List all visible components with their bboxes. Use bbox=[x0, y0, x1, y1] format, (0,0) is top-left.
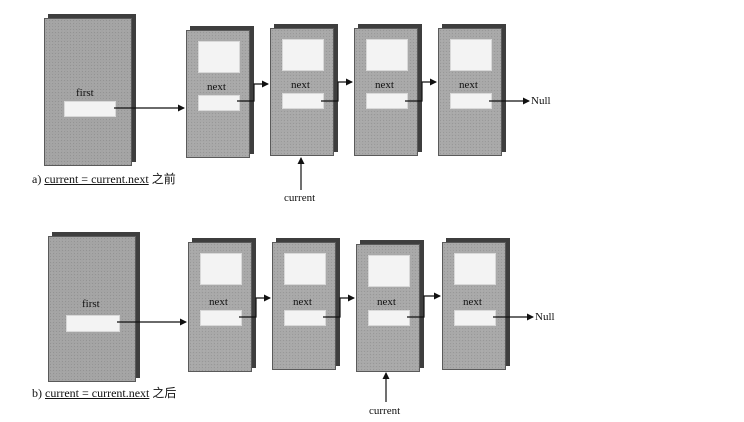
data-slot bbox=[282, 39, 324, 71]
node-2: next bbox=[270, 28, 334, 156]
next-label: next bbox=[291, 79, 310, 91]
next-slot bbox=[200, 310, 242, 326]
node2-to-node3-arrow bbox=[321, 78, 353, 102]
node1-to-node2-arrow bbox=[239, 294, 271, 318]
data-slot bbox=[368, 255, 410, 287]
caption-b: b) current = current.next 之后 bbox=[32, 384, 176, 401]
next-label: next bbox=[377, 296, 396, 308]
next-label: next bbox=[375, 79, 394, 91]
node3-to-node4-arrow bbox=[407, 292, 441, 318]
first-label: first bbox=[82, 298, 100, 310]
next-label: next bbox=[207, 81, 226, 93]
arrows-b bbox=[117, 292, 534, 402]
caption-suffix: 之后 bbox=[149, 386, 177, 400]
data-slot bbox=[366, 39, 408, 71]
caption-a: a) current = current.next 之前 bbox=[32, 170, 176, 187]
caption-prefix: a) bbox=[32, 172, 45, 186]
next-slot bbox=[454, 310, 496, 326]
null-label: Null bbox=[535, 311, 555, 323]
caption-code: current = current.next bbox=[44, 172, 149, 186]
node-1: next bbox=[188, 242, 252, 372]
caption-suffix: 之前 bbox=[148, 172, 176, 186]
null-label: Null bbox=[531, 95, 551, 107]
data-slot bbox=[200, 253, 242, 285]
next-label: next bbox=[463, 296, 482, 308]
node-1: next bbox=[186, 30, 250, 158]
data-slot bbox=[454, 253, 496, 285]
node1-to-node2-arrow bbox=[237, 80, 269, 102]
first-slot bbox=[64, 101, 116, 117]
first-slot bbox=[66, 315, 120, 332]
next-slot bbox=[284, 310, 326, 326]
first-box: first bbox=[44, 18, 132, 166]
next-slot bbox=[368, 310, 410, 326]
data-slot bbox=[198, 41, 240, 73]
first-label: first bbox=[76, 87, 94, 99]
node-4: next bbox=[438, 28, 502, 156]
node3-to-node4-arrow bbox=[405, 78, 437, 102]
next-label: next bbox=[293, 296, 312, 308]
node-3: next bbox=[356, 244, 420, 372]
node2-to-node3-arrow bbox=[323, 294, 355, 318]
data-slot bbox=[450, 39, 492, 71]
current-label: current bbox=[284, 192, 316, 204]
caption-prefix: b) bbox=[32, 386, 45, 400]
node-2: next bbox=[272, 242, 336, 370]
caption-code: current = current.next bbox=[45, 386, 150, 400]
next-label: next bbox=[209, 296, 228, 308]
current-label: current bbox=[369, 405, 401, 417]
arrows-a bbox=[114, 78, 530, 190]
next-label: next bbox=[459, 79, 478, 91]
data-slot bbox=[284, 253, 326, 285]
node-4: next bbox=[442, 242, 506, 370]
node-3: next bbox=[354, 28, 418, 156]
next-slot bbox=[198, 95, 240, 111]
first-box: first bbox=[48, 236, 136, 382]
